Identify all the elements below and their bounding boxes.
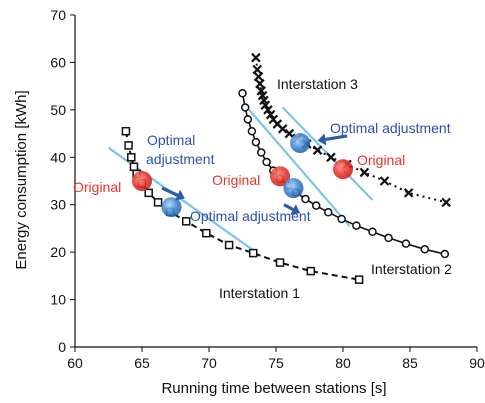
data-point xyxy=(127,153,136,162)
data-point xyxy=(181,217,191,226)
y-tick-label: 50 xyxy=(50,102,66,118)
y-tick-label: 30 xyxy=(50,197,66,213)
data-point xyxy=(265,109,276,120)
label-original-1: Original xyxy=(73,179,121,195)
y-tick-label: 60 xyxy=(50,54,66,70)
x-axis-ticks: 60 65 70 75 80 85 90 xyxy=(67,347,485,371)
data-point xyxy=(324,208,333,217)
x-tick-label: 75 xyxy=(268,355,284,371)
label-original-3: Original xyxy=(357,152,405,168)
y-axis-label: Energy consumption [kWh] xyxy=(13,90,30,269)
data-point xyxy=(337,214,346,224)
data-point xyxy=(301,194,310,204)
original-marker-2 xyxy=(270,166,291,187)
highlight-markers xyxy=(132,133,353,218)
data-point xyxy=(248,248,258,258)
label-optimal-2: Optimal adjustment xyxy=(190,208,311,224)
data-point xyxy=(144,188,153,198)
x-tick-label: 65 xyxy=(134,355,150,371)
data-point xyxy=(384,233,393,243)
data-point xyxy=(440,249,450,259)
data-point xyxy=(403,188,414,198)
arrow-shaft xyxy=(283,203,294,211)
data-point xyxy=(311,201,321,210)
data-point xyxy=(359,167,370,178)
arrow-3 xyxy=(317,133,348,146)
data-point xyxy=(420,245,429,254)
arrow-head xyxy=(317,133,327,146)
arrow-1 xyxy=(161,186,185,201)
data-point xyxy=(260,100,271,110)
x-tick-label: 60 xyxy=(67,355,83,371)
optimal-marker-1 xyxy=(161,197,182,218)
optimal-marker-3 xyxy=(290,133,311,154)
data-point xyxy=(202,228,211,238)
original-marker-3 xyxy=(333,159,353,180)
x-tick-label: 70 xyxy=(201,355,217,371)
data-point xyxy=(251,137,261,147)
data-point xyxy=(124,141,133,150)
y-axis-ticks: 0 10 20 30 40 50 60 70 xyxy=(50,7,75,355)
guide-line-2 xyxy=(248,109,351,227)
label-optimal-1-line2: adjustment xyxy=(146,151,215,167)
y-tick-label: 0 xyxy=(58,339,66,355)
series-line xyxy=(124,131,360,281)
data-point xyxy=(284,128,295,139)
data-point xyxy=(379,176,390,186)
series-1 xyxy=(121,126,364,284)
label-interstation-1: Interstation 1 xyxy=(219,285,300,301)
data-point xyxy=(224,240,234,250)
data-point xyxy=(275,258,285,267)
data-point xyxy=(401,239,411,248)
data-point xyxy=(352,221,361,230)
adjustment-arrows xyxy=(161,133,348,215)
data-point xyxy=(306,266,316,276)
arrow-head xyxy=(175,189,185,201)
label-optimal-3: Optimal adjustment xyxy=(330,120,451,136)
data-point xyxy=(251,52,261,63)
x-tick-label: 80 xyxy=(335,355,351,371)
x-axis-label: Running time between stations [s] xyxy=(161,380,386,397)
data-point xyxy=(240,103,250,112)
data-point xyxy=(312,145,323,155)
data-point xyxy=(441,197,451,208)
label-interstation-2: Interstation 2 xyxy=(371,261,452,277)
data-point xyxy=(263,105,273,115)
arrow-shaft xyxy=(161,186,179,197)
data-point xyxy=(238,89,247,98)
data-point xyxy=(354,275,364,284)
data-point xyxy=(121,126,131,136)
data-point xyxy=(326,152,336,163)
series-line xyxy=(254,57,447,204)
y-tick-label: 20 xyxy=(50,244,66,260)
data-point xyxy=(368,227,377,236)
arrow-head xyxy=(290,204,301,215)
original-marker-1 xyxy=(132,171,152,191)
data-point xyxy=(153,198,163,207)
data-point xyxy=(129,162,139,172)
label-optimal-1-line1: Optimal xyxy=(147,132,195,148)
data-point xyxy=(255,78,265,89)
data-point xyxy=(262,157,271,167)
y-tick-label: 70 xyxy=(50,7,66,23)
data-point xyxy=(243,115,253,124)
y-tick-label: 10 xyxy=(50,292,66,308)
arrow-2 xyxy=(283,203,301,215)
arrow-shaft xyxy=(325,134,348,141)
data-point xyxy=(247,126,257,136)
label-interstation-3: Interstation 3 xyxy=(277,76,358,92)
y-tick-label: 40 xyxy=(50,149,66,165)
data-point xyxy=(277,124,288,134)
data-point xyxy=(253,71,264,82)
data-point xyxy=(252,64,263,75)
optimal-marker-2 xyxy=(283,178,304,199)
x-tick-label: 85 xyxy=(402,355,418,371)
data-point xyxy=(257,148,266,157)
label-original-2: Original xyxy=(212,172,260,188)
x-tick-label: 90 xyxy=(469,355,485,371)
